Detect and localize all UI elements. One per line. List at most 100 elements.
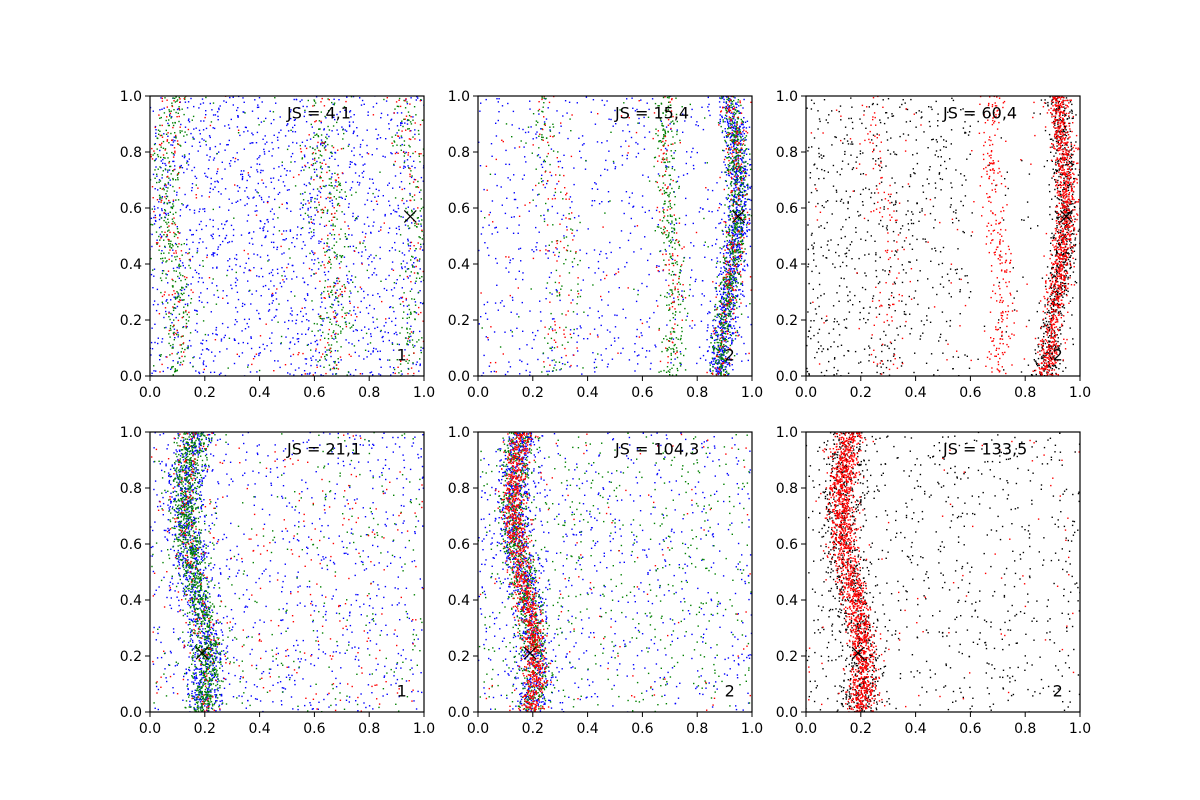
scatter-point bbox=[160, 217, 163, 219]
scatter-point bbox=[262, 343, 264, 346]
scatter-point bbox=[328, 344, 330, 346]
scatter-point bbox=[247, 130, 249, 132]
scatter-point bbox=[377, 134, 380, 136]
scatter-point bbox=[172, 205, 175, 207]
scatter-point bbox=[403, 202, 405, 205]
scatter-point bbox=[480, 316, 482, 318]
scatter-point bbox=[665, 165, 667, 167]
scatter-point bbox=[322, 209, 325, 212]
scatter-point bbox=[177, 275, 179, 278]
scatter-point bbox=[354, 164, 357, 166]
scatter-point bbox=[318, 157, 320, 159]
scatter-point bbox=[165, 184, 167, 186]
scatter-point bbox=[195, 309, 197, 312]
scatter-point bbox=[398, 137, 401, 139]
scatter-point bbox=[720, 330, 722, 332]
scatter-point bbox=[173, 235, 176, 238]
scatter-point bbox=[403, 161, 406, 164]
scatter-point bbox=[736, 226, 738, 228]
scatter-point bbox=[306, 105, 308, 108]
scatter-point bbox=[363, 103, 365, 105]
scatter-point bbox=[557, 160, 559, 163]
scatter-point bbox=[729, 117, 732, 119]
scatter-point bbox=[355, 369, 357, 371]
scatter-point bbox=[583, 143, 585, 145]
scatter-point bbox=[320, 142, 322, 145]
scatter-point bbox=[658, 265, 660, 267]
scatter-point bbox=[741, 152, 743, 155]
scatter-point bbox=[184, 141, 187, 143]
scatter-point bbox=[307, 162, 309, 164]
scatter-point bbox=[326, 212, 328, 214]
scatter-point bbox=[257, 182, 259, 185]
scatter-point bbox=[524, 156, 526, 158]
scatter-point bbox=[415, 99, 417, 101]
scatter-point bbox=[196, 247, 199, 250]
scatter-point bbox=[192, 357, 194, 359]
scatter-point bbox=[188, 339, 191, 342]
scatter-point bbox=[158, 201, 160, 203]
scatter-point bbox=[275, 292, 277, 294]
scatter-point bbox=[170, 247, 173, 249]
scatter-point bbox=[272, 233, 275, 236]
scatter-point bbox=[522, 278, 524, 281]
scatter-point bbox=[284, 185, 286, 187]
scatter-point bbox=[225, 234, 228, 237]
scatter-point bbox=[255, 142, 258, 144]
scatter-point bbox=[719, 118, 721, 121]
scatter-point bbox=[732, 228, 734, 231]
scatter-point bbox=[737, 256, 739, 258]
scatter-point bbox=[478, 323, 480, 325]
scatter-point bbox=[302, 199, 305, 201]
scatter-point bbox=[305, 121, 308, 123]
scatter-point bbox=[243, 170, 245, 172]
scatter-point bbox=[320, 209, 322, 211]
scatter-point bbox=[163, 185, 166, 187]
scatter-point bbox=[237, 298, 240, 301]
scatter-point bbox=[325, 149, 327, 151]
scatter-point bbox=[727, 153, 730, 155]
scatter-point bbox=[717, 359, 719, 361]
scatter-point bbox=[330, 178, 332, 180]
scatter-point bbox=[727, 347, 729, 349]
scatter-point bbox=[307, 209, 309, 211]
scatter-point bbox=[339, 238, 341, 240]
scatter-point bbox=[638, 122, 640, 124]
scatter-point bbox=[333, 338, 335, 340]
scatter-point bbox=[198, 141, 201, 143]
scatter-point bbox=[187, 160, 189, 163]
scatter-point bbox=[625, 191, 628, 193]
scatter-point bbox=[180, 361, 182, 364]
scatter-point bbox=[161, 199, 163, 201]
scatter-point bbox=[335, 332, 337, 335]
scatter-point bbox=[716, 362, 718, 365]
scatter-point bbox=[481, 327, 483, 329]
scatter-point bbox=[324, 337, 326, 339]
scatter-point bbox=[320, 216, 322, 219]
scatter-point bbox=[313, 223, 315, 225]
scatter-point bbox=[372, 321, 375, 323]
scatter-point bbox=[664, 191, 667, 194]
scatter-point bbox=[334, 316, 337, 319]
scatter-point bbox=[305, 147, 308, 150]
scatter-point bbox=[675, 222, 678, 224]
scatter-point bbox=[375, 188, 377, 190]
scatter-point bbox=[665, 250, 667, 252]
scatter-point bbox=[251, 142, 253, 144]
scatter-point bbox=[742, 224, 745, 226]
scatter-point bbox=[664, 131, 666, 134]
scatter-point bbox=[694, 280, 696, 283]
scatter-point bbox=[201, 277, 203, 279]
scatter-point bbox=[724, 362, 726, 364]
scatter-point bbox=[285, 278, 288, 280]
scatter-point bbox=[715, 227, 717, 229]
scatter-point bbox=[178, 267, 180, 269]
scatter-point bbox=[261, 244, 263, 247]
scatter-point bbox=[689, 325, 691, 327]
scatter-point bbox=[413, 272, 416, 274]
scatter-point bbox=[355, 247, 357, 249]
scatter-point bbox=[738, 237, 740, 239]
scatter-point bbox=[646, 321, 648, 323]
scatter-point bbox=[723, 101, 725, 103]
scatter-point bbox=[682, 131, 684, 133]
